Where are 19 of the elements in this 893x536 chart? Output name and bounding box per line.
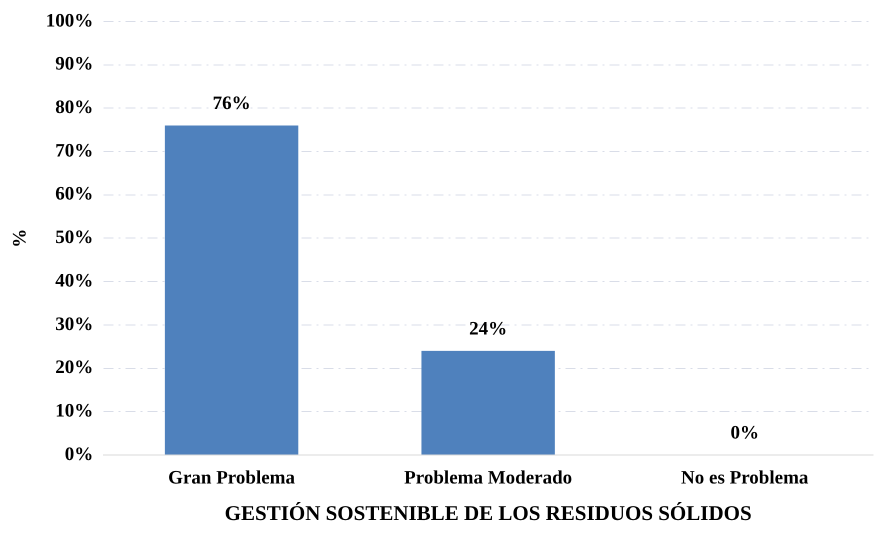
y-axis-title: %	[9, 228, 30, 248]
y-tick-label: 70%	[55, 140, 94, 162]
y-tick-label: 90%	[55, 54, 94, 75]
data-label: 24%	[469, 318, 508, 340]
data-label: 76%	[212, 92, 251, 114]
x-axis-title: GESTIÓN SOSTENIBLE DE LOS RESIDUOS SÓLIDOS	[224, 500, 752, 525]
y-tick-label: 40%	[55, 270, 94, 292]
y-tick-label: 30%	[55, 314, 94, 335]
y-tick-label: 20%	[55, 357, 94, 378]
x-tick-label: Problema Moderado	[404, 467, 572, 488]
y-tick-label: 50%	[55, 227, 94, 248]
y-tick-label: 100%	[46, 10, 94, 32]
y-tick-label: 80%	[55, 97, 94, 118]
x-tick-label: No es Problema	[681, 467, 809, 488]
y-tick-label: 10%	[55, 400, 94, 422]
x-tick-label: Gran Problema	[168, 467, 296, 488]
y-tick-label: 0%	[64, 444, 94, 465]
data-label: 0%	[730, 422, 759, 444]
y-tick-label: 60%	[55, 184, 94, 205]
